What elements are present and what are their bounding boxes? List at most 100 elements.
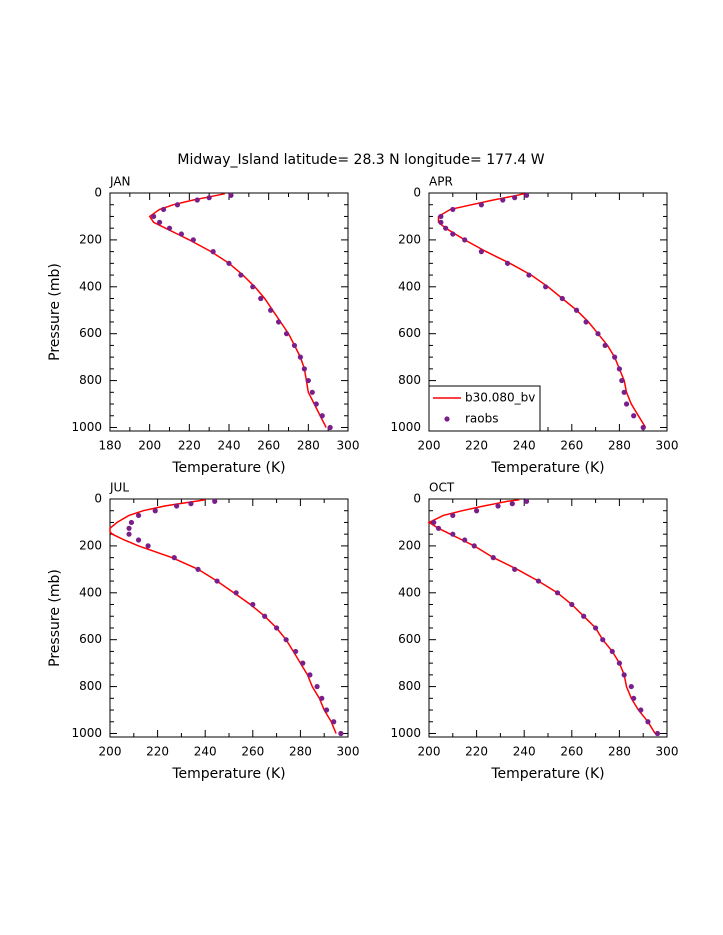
obs-point: [504, 260, 511, 266]
obs-point: [128, 519, 135, 526]
y-tick-label: 200: [79, 232, 102, 246]
obs-point: [206, 195, 212, 201]
obs-point: [126, 531, 132, 537]
obs-point: [438, 213, 444, 220]
x-tick-label: 180: [99, 439, 122, 453]
obs-point: [509, 501, 515, 507]
obs-point: [152, 508, 158, 514]
obs-point: [535, 578, 542, 584]
y-tick-label: 0: [413, 492, 421, 506]
x-tick-label: 220: [465, 745, 488, 759]
obs-point: [228, 192, 234, 198]
obs-point: [631, 413, 637, 419]
x-tick-label: 240: [194, 745, 217, 759]
obs-point: [171, 555, 177, 561]
x-tick-label: 200: [99, 745, 122, 759]
y-tick-label: 600: [79, 326, 102, 340]
x-tick-label: 260: [257, 439, 280, 453]
obs-point: [174, 202, 181, 208]
obs-point: [593, 625, 599, 631]
obs-point: [156, 219, 163, 225]
obs-point: [443, 225, 449, 231]
obs-point: [297, 354, 303, 360]
y-tick-label: 0: [94, 492, 102, 506]
x-tick-label: 240: [513, 745, 536, 759]
obs-point: [275, 319, 282, 325]
obs-point: [283, 637, 289, 643]
y-tick-label: 800: [398, 373, 421, 387]
obs-point: [583, 319, 589, 325]
obs-point: [431, 519, 437, 526]
obs-point: [554, 590, 561, 596]
obs-point: [490, 555, 496, 561]
x-tick-label: 240: [218, 439, 241, 453]
obs-point: [166, 225, 173, 231]
obs-point: [640, 424, 646, 431]
y-tick-label: 1000: [390, 726, 421, 740]
obs-point: [543, 284, 549, 290]
obs-point: [305, 377, 311, 384]
obs-point: [210, 249, 216, 255]
y-tick-label: 200: [398, 232, 421, 246]
obs-point: [628, 683, 634, 690]
x-tick-label: 260: [560, 439, 583, 453]
obs-point: [313, 401, 319, 407]
y-tick-label: 0: [413, 186, 421, 200]
y-tick-label: 400: [398, 279, 421, 293]
y-axis-label: Pressure (mb): [47, 569, 63, 667]
y-tick-label: 800: [79, 679, 102, 693]
x-tick-label: 280: [608, 745, 631, 759]
obs-point: [160, 206, 167, 213]
x-tick-label: 220: [146, 745, 169, 759]
obs-point: [602, 342, 608, 349]
obs-point: [178, 231, 184, 237]
obs-point: [462, 537, 468, 543]
obs-point: [145, 543, 151, 549]
obs-point: [621, 389, 627, 395]
panel-title: JAN: [109, 175, 131, 189]
y-tick-label: 0: [94, 186, 102, 200]
obs-point: [495, 503, 501, 509]
x-tick-label: 300: [656, 745, 679, 759]
obs-point: [190, 237, 196, 243]
obs-point: [188, 501, 194, 507]
y-tick-label: 1000: [71, 420, 102, 434]
page-title: Midway_Island latitude= 28.3 N longitude…: [177, 152, 544, 168]
obs-point: [250, 284, 256, 290]
obs-point: [478, 249, 484, 255]
obs-point: [512, 566, 518, 572]
x-axis-label: Temperature (K): [490, 766, 604, 782]
obs-point: [323, 707, 330, 713]
obs-point: [616, 366, 623, 372]
panel-title: APR: [429, 175, 453, 189]
legend-label: b30.080_bv: [465, 391, 535, 405]
x-tick-label: 240: [513, 439, 536, 453]
obs-point: [274, 625, 280, 631]
x-tick-label: 300: [337, 745, 360, 759]
profile-line: [109, 498, 337, 734]
obs-point: [559, 295, 565, 302]
obs-point: [126, 525, 132, 531]
obs-point: [194, 197, 200, 203]
obs-point: [645, 719, 651, 725]
obs-point: [573, 307, 580, 313]
y-tick-label: 600: [398, 632, 421, 646]
obs-point: [293, 648, 299, 655]
obs-point: [631, 695, 637, 701]
y-tick-label: 400: [79, 585, 102, 599]
x-tick-label: 220: [465, 439, 488, 453]
obs-point: [435, 525, 442, 531]
y-tick-label: 200: [79, 538, 102, 552]
obs-point: [135, 537, 142, 543]
obs-point: [526, 272, 532, 278]
obs-point: [238, 272, 244, 278]
obs-point: [619, 377, 625, 384]
obs-point: [319, 695, 325, 701]
x-tick-label: 220: [178, 439, 201, 453]
obs-point: [569, 601, 575, 608]
y-tick-label: 600: [398, 326, 421, 340]
obs-point: [319, 413, 325, 419]
x-axis-label: Temperature (K): [490, 460, 604, 476]
